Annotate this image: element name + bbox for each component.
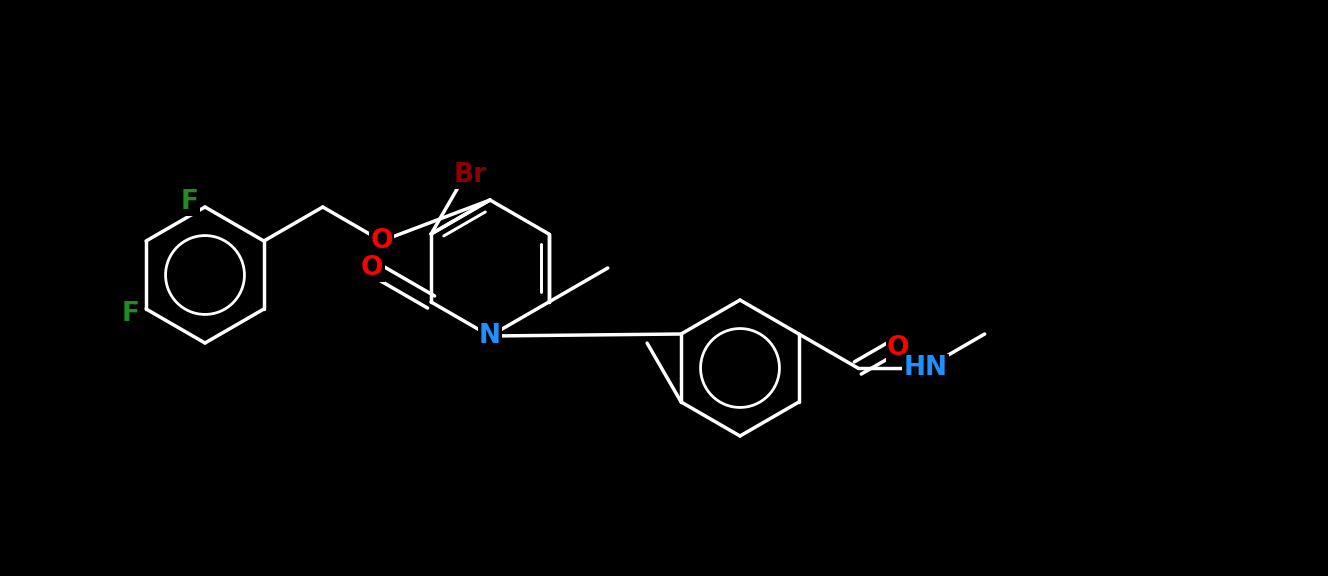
Text: O: O (371, 228, 393, 254)
Text: O: O (361, 255, 384, 281)
Text: HN: HN (904, 355, 948, 381)
Text: O: O (887, 335, 910, 361)
Text: N: N (479, 323, 501, 349)
Text: F: F (181, 189, 199, 215)
Text: F: F (122, 301, 141, 327)
Text: Br: Br (454, 162, 486, 188)
